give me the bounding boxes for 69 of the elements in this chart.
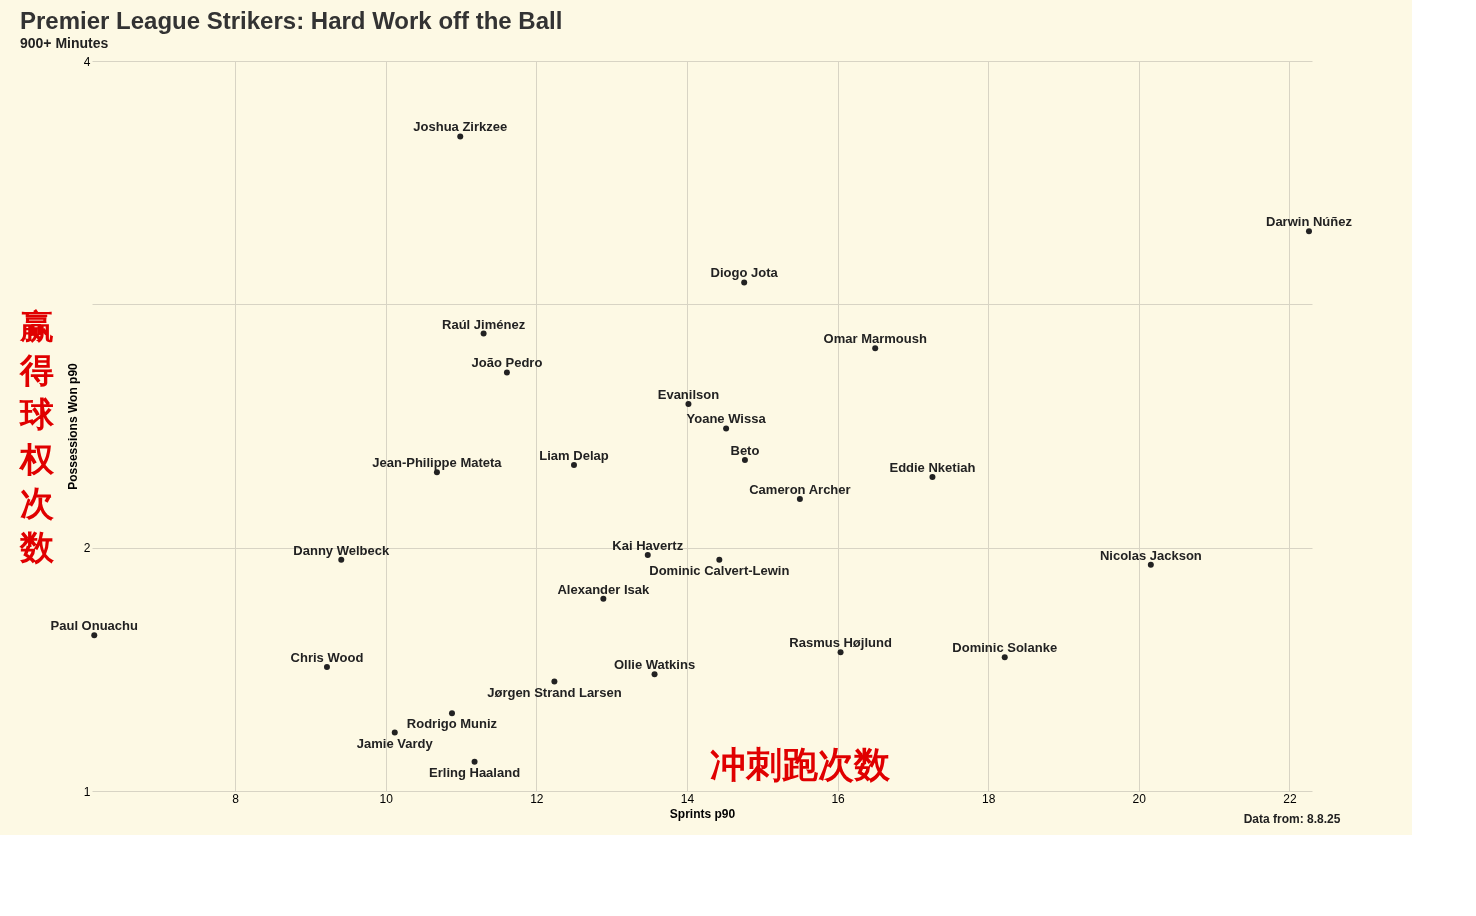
point [716, 556, 723, 563]
y-tick-label: 4 [83, 54, 91, 69]
series-label: Joshua Zirkzee [413, 119, 508, 135]
x-tick-label: 16 [831, 791, 846, 806]
y-tick-label: 1 [83, 784, 91, 799]
point [600, 595, 607, 602]
series-label: Cameron Archer [749, 482, 851, 497]
x-tick-label: 14 [680, 791, 695, 806]
series-label: João Pedro [471, 355, 543, 371]
text: Data from: 8.8.25 [1243, 812, 1341, 826]
series-label: Darwin Núñez [1266, 214, 1353, 230]
series-label: Yoane Wissa [686, 411, 767, 427]
series-label: Jean-Philippe Mateta [372, 455, 503, 471]
series-label: Dominic Calvert-Lewin [649, 562, 790, 578]
chart-title: Premier League Strikers: Hard Work off the Ball [20, 7, 563, 34]
point [471, 758, 478, 765]
series-label: Eddie Nketiah [889, 460, 976, 476]
point [323, 663, 330, 670]
point [929, 474, 936, 481]
point [723, 425, 730, 432]
point [448, 710, 455, 717]
point [644, 551, 651, 558]
series-label: Dominic Solanke [952, 640, 1058, 656]
point [1001, 654, 1008, 661]
series-label: Raúl Jiménez [442, 316, 526, 332]
series-label: Omar Marmoush [823, 331, 927, 347]
series-label: Erling Haaland [429, 764, 521, 780]
point [1147, 561, 1154, 568]
x-tick-label: 10 [379, 791, 394, 806]
point [480, 330, 487, 337]
x-tick-label: 12 [530, 791, 544, 806]
point [391, 729, 398, 736]
point [872, 345, 879, 352]
point [651, 671, 658, 678]
point [796, 496, 803, 502]
annotation: 冲刺跑次数 [709, 744, 891, 785]
series-label: Paul Onuachu [50, 618, 139, 634]
point [503, 369, 510, 376]
series-label: Chris Wood [290, 649, 364, 665]
x-tick-label: 18 [981, 791, 996, 806]
point [91, 632, 98, 639]
point [685, 401, 692, 408]
series-label: Rasmus Højlund [789, 635, 892, 651]
x-tick-label: 8 [232, 791, 240, 806]
chart-subtitle: 900+ Minutes [20, 35, 109, 51]
series-label: Jamie Vardy [356, 735, 434, 751]
point [338, 556, 345, 563]
point [741, 457, 748, 464]
series-label: Liam Delap [539, 447, 609, 463]
text: 赢得球权次数 [18, 307, 55, 566]
series-label: Rodrigo Muniz [406, 716, 498, 732]
x-tick-label: 20 [1132, 791, 1147, 806]
series-label: Beto [730, 443, 760, 459]
series-label: Evanilson [657, 387, 720, 403]
series-label: Ollie Watkins [613, 657, 696, 673]
series-label: Jørgen Strand Larsen [487, 684, 622, 700]
series-label: Nicolas Jackson [1099, 547, 1202, 563]
point [457, 133, 464, 140]
y-axis-title: Possessions Won p90 [65, 362, 80, 490]
y-tick-label: 2 [83, 541, 91, 556]
point [837, 649, 844, 656]
point [1305, 228, 1312, 235]
series-label: Danny Welbeck [293, 542, 390, 558]
x-axis-title: Sprints p90 [669, 806, 736, 821]
point [551, 678, 558, 685]
series-label: Alexander Isak [557, 581, 650, 597]
x-tick-label: 22 [1283, 791, 1297, 806]
series-label: Kai Havertz [612, 537, 684, 553]
series-label: Diogo Jota [710, 265, 779, 281]
